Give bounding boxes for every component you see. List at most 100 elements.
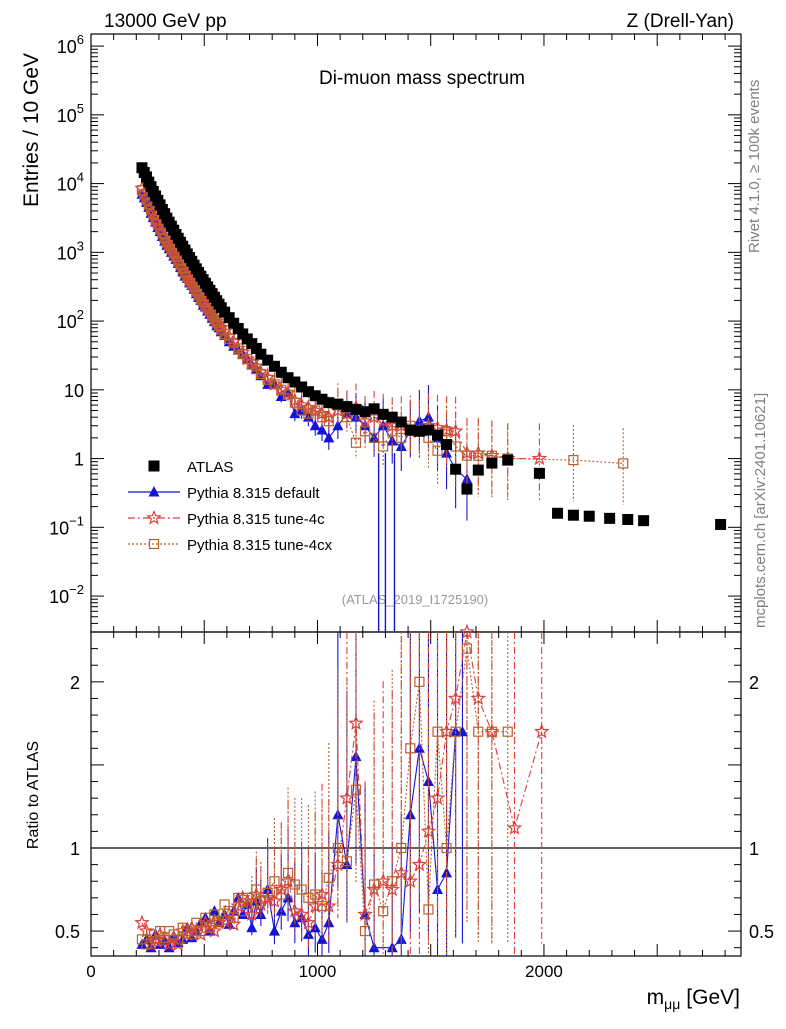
tune4cx-point <box>432 445 443 456</box>
tune4c-point <box>293 906 310 922</box>
tune4cx-point <box>441 842 452 854</box>
default-point <box>422 411 434 422</box>
tune4c-point <box>321 409 337 424</box>
atlas-point <box>359 406 371 418</box>
x-tick-label: 2000 <box>525 962 563 981</box>
tune4cx-point <box>486 726 497 737</box>
default-point <box>368 941 380 953</box>
ratio-y-tick-label-left: 0.5 <box>55 922 80 942</box>
tune4cx-point <box>341 856 353 867</box>
default-point <box>237 908 249 919</box>
atlas-point <box>583 510 595 522</box>
y-tick-label: 1 <box>74 450 84 470</box>
ratio-plot-frame <box>90 631 742 957</box>
atlas-point <box>250 342 262 354</box>
tune4cx-point <box>262 887 273 898</box>
y-tick-exponent: 2 <box>77 307 84 322</box>
tune4cx-point <box>323 416 334 427</box>
tune4cx-point <box>173 934 184 945</box>
atlas-point <box>604 512 616 524</box>
tune4c-line <box>141 188 540 460</box>
atlas-point <box>350 403 362 415</box>
legend-label-atlas: ATLAS <box>187 459 233 476</box>
legend-label-default: Pythia 8.315 default <box>187 485 320 502</box>
tune4cx-point <box>204 922 216 933</box>
tune4cx-point <box>269 379 280 390</box>
atlas-point <box>316 393 328 405</box>
tune4c-point <box>411 856 428 872</box>
tune4c-line <box>141 631 543 946</box>
atlas-point <box>332 398 344 410</box>
main-data-layer <box>134 162 727 632</box>
tune4c-point <box>459 623 475 639</box>
atlas-point <box>262 354 274 366</box>
tune4c-point <box>533 723 550 739</box>
y-tick-exponent: 3 <box>77 238 84 253</box>
atlas-point <box>148 460 160 472</box>
tune4cx-point <box>423 904 434 915</box>
x-tick-label: 1000 <box>299 962 337 981</box>
tune4cx-point <box>461 450 473 461</box>
y-tick-exponent: −1 <box>69 513 84 528</box>
tune4cx-point <box>276 889 287 900</box>
tune4cx-point <box>296 405 307 416</box>
atlas-point <box>395 416 407 428</box>
tune4c-point <box>420 823 437 838</box>
y-tick-base: 10 <box>64 381 84 401</box>
y-tick-label: 10 <box>64 381 84 401</box>
chart-title: Di-muon mass spectrum <box>319 68 525 89</box>
atlas-point <box>377 408 389 420</box>
default-point <box>302 928 314 939</box>
ratio-y-tick-label-left: 2 <box>70 673 80 693</box>
ratio-y-tick-label-right: 0.5 <box>749 922 774 942</box>
atlas-point <box>622 513 634 525</box>
atlas-point <box>441 439 453 451</box>
atlas-point <box>533 467 545 479</box>
tune4cx-point <box>369 879 380 890</box>
tune4cx-point <box>282 389 294 400</box>
atlas-point <box>502 454 514 466</box>
tune4cx-point <box>450 726 461 737</box>
tune4cx-point <box>269 876 280 887</box>
legend-label-tune4cx: Pythia 8.315 tune-4cx <box>187 537 333 554</box>
atlas-point <box>368 403 380 415</box>
tune4cx-point <box>255 896 266 907</box>
legend-label-tune4c: Pythia 8.315 tune-4c <box>187 511 325 528</box>
atlas-point <box>413 425 425 437</box>
tune4cx-point <box>378 441 389 452</box>
atlas-point <box>552 507 564 519</box>
x-tick-label: 0 <box>86 962 95 981</box>
tune4cx-point <box>618 458 629 469</box>
default-point <box>309 921 321 933</box>
tune4cx-point <box>303 892 314 903</box>
ratio-data-layer <box>134 623 550 956</box>
atlas-point <box>302 386 314 398</box>
y-tick-base: 10 <box>57 312 77 332</box>
tune4cx-line <box>141 648 508 946</box>
ratio-y-tick-label-right: 1 <box>749 839 759 859</box>
tune4cx-point <box>213 916 225 927</box>
y-tick-label: 106 <box>57 32 84 57</box>
tune4c-point <box>314 886 330 902</box>
y-tick-label: 104 <box>57 170 84 195</box>
tune4cx-point <box>387 426 398 437</box>
tune4c-point <box>506 819 523 835</box>
tune4c-point <box>348 715 364 730</box>
atlas-point <box>567 509 579 521</box>
tune4cx-point <box>316 901 328 912</box>
atlas-point <box>268 360 280 372</box>
y-tick-base: 10 <box>57 243 77 263</box>
tune4cx-point <box>414 676 425 687</box>
y-tick-base: 10 <box>49 518 69 538</box>
atlas-point <box>386 411 398 423</box>
atlas-point <box>255 348 267 360</box>
tune4cx-point <box>228 912 239 923</box>
side-label-rivet: Rivet 4.1.0, ≥ 100k events <box>746 80 763 253</box>
tune4cx-point <box>396 432 407 443</box>
tune4cx-point <box>359 925 371 937</box>
tune4cx-point <box>237 906 248 917</box>
y-tick-base: 10 <box>49 587 69 607</box>
x-axis-label-main: m <box>647 986 665 1009</box>
atlas-point <box>432 429 444 441</box>
